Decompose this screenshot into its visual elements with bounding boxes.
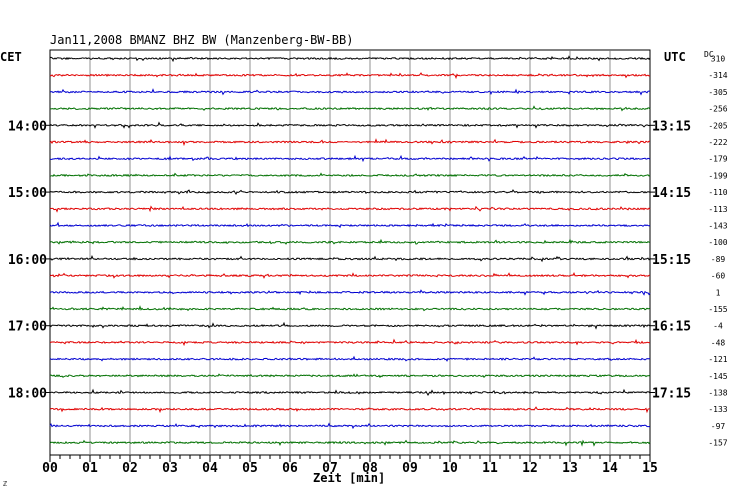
- seismic-trace: [49, 255, 651, 263]
- seismic-trace: [49, 205, 651, 213]
- x-tick-label: 13: [562, 461, 578, 476]
- dc-offset-label: -155: [708, 305, 727, 314]
- seismic-trace: [49, 121, 651, 129]
- seismic-trace: [49, 338, 651, 347]
- grid-lines: [45, 49, 655, 462]
- dc-offset-label: -100: [708, 238, 727, 247]
- seismic-trace: [49, 388, 651, 397]
- x-tick-label: 14: [602, 461, 618, 476]
- trace-group: [49, 55, 651, 447]
- seismic-trace: [49, 272, 651, 279]
- dc-offset-label: -199: [708, 171, 727, 180]
- dc-label: DC: [704, 50, 714, 59]
- dc-offset-label: -157: [708, 439, 727, 448]
- cet-hour-label: 17:00: [8, 320, 47, 335]
- x-tick-label: 05: [242, 461, 258, 476]
- seismic-trace: [49, 305, 651, 312]
- x-axis-label: Zeit [min]: [313, 471, 385, 485]
- seismic-trace: [49, 55, 651, 63]
- cet-label: CET: [0, 50, 22, 64]
- dc-offset-label: -143: [708, 222, 727, 231]
- seismic-trace: [49, 72, 651, 80]
- utc-hour-label: 16:15: [652, 320, 691, 335]
- x-tick-label: 15: [642, 461, 658, 476]
- x-tick-label: 03: [162, 461, 178, 476]
- dc-offset-label: 1: [716, 288, 721, 297]
- seismic-trace: [49, 238, 651, 245]
- x-tick-label: 00: [42, 461, 58, 476]
- dc-offset-label: -179: [708, 155, 727, 164]
- utc-hour-label: 15:15: [652, 253, 691, 268]
- chart-title: Jan11,2008 BMANZ BHZ BW (Manzenberg-BW-B…: [50, 33, 353, 47]
- seismic-trace: [49, 373, 651, 379]
- dc-offset-label: -314: [708, 71, 727, 80]
- cet-hour-label: 15:00: [8, 186, 47, 201]
- x-tick-label: 07: [322, 461, 338, 476]
- dc-offset-label: -222: [708, 138, 727, 147]
- dc-offset-label: -4: [713, 322, 723, 331]
- dc-offset-label: -256: [708, 105, 727, 114]
- utc-hour-label: 13:15: [652, 119, 691, 134]
- x-tick-label: 09: [402, 461, 418, 476]
- utc-hour-label: 17:15: [652, 387, 691, 402]
- dc-offset-label: -48: [711, 338, 726, 347]
- x-tick-label: 12: [522, 461, 538, 476]
- x-tick-label: 08: [362, 461, 378, 476]
- x-tick-label: 10: [442, 461, 458, 476]
- time-label-group: 00 01 02 03 04 05 06 07 08 09 10 11 12 13 14 15 310 -314 -…: [8, 55, 728, 477]
- corner-mark: ℤ: [3, 480, 8, 488]
- dc-offset-label: -121: [708, 355, 727, 364]
- seismic-trace: [49, 172, 651, 178]
- x-tick-label: 06: [282, 461, 298, 476]
- seismic-trace: [49, 289, 651, 296]
- seismic-trace: [49, 105, 651, 112]
- dc-offset-label: 310: [711, 55, 726, 64]
- dc-offset-label: -113: [708, 205, 727, 214]
- seismic-trace: [49, 321, 651, 330]
- seismic-trace: [49, 406, 651, 414]
- x-tick-label: 02: [122, 461, 138, 476]
- dc-offset-label: -60: [711, 272, 726, 281]
- plot-frame: [49, 49, 651, 456]
- cet-hour-label: 18:00: [8, 387, 47, 402]
- utc-hour-label: 14:15: [652, 186, 691, 201]
- dc-offset-label: -133: [708, 405, 727, 414]
- cet-hour-label: 16:00: [8, 253, 47, 268]
- dc-offset-label: -97: [711, 422, 726, 431]
- seismic-trace: [49, 189, 651, 196]
- dc-offset-label: -305: [708, 88, 727, 97]
- dc-offset-label: -205: [708, 121, 727, 130]
- dc-offset-label: -110: [708, 188, 727, 197]
- seismic-trace: [49, 88, 651, 96]
- dc-offset-label: -138: [708, 389, 727, 398]
- dc-offset-label: -145: [708, 372, 727, 381]
- dc-offset-label: -89: [711, 255, 726, 264]
- x-tick-label: 04: [202, 461, 218, 476]
- seismic-trace: [49, 221, 651, 229]
- x-tick-label: 11: [482, 461, 498, 476]
- utc-label: UTC: [664, 50, 686, 64]
- seismic-trace: [49, 422, 651, 430]
- seismic-trace: [49, 138, 651, 147]
- cet-hour-label: 14:00: [8, 119, 47, 134]
- seismic-trace: [49, 439, 651, 447]
- seismic-trace: [49, 355, 651, 362]
- x-tick-label: 01: [82, 461, 98, 476]
- seismic-trace: [49, 154, 651, 163]
